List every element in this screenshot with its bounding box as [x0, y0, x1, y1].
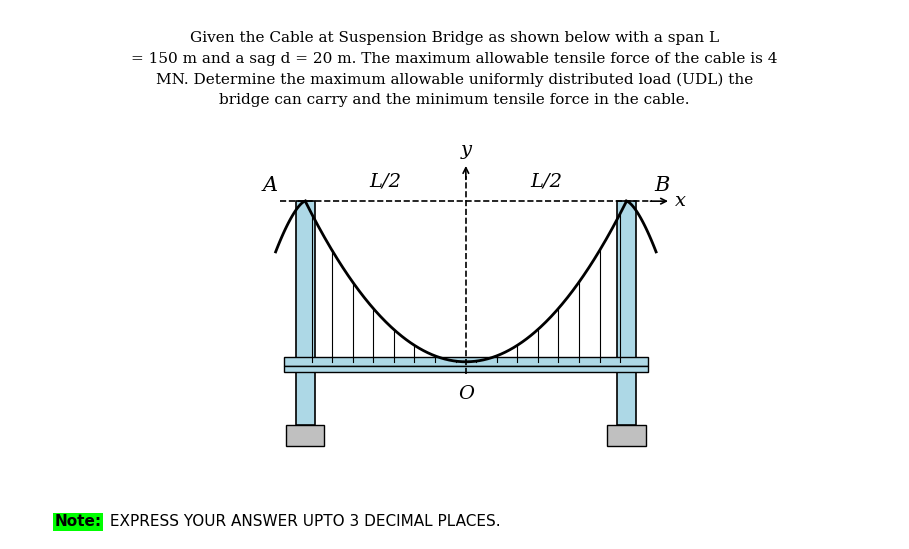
Text: x: x [675, 192, 686, 210]
Text: A: A [263, 176, 278, 195]
Text: O: O [458, 385, 474, 403]
Text: L/2: L/2 [370, 172, 402, 191]
Bar [617, 201, 636, 425]
Bar [285, 366, 647, 372]
Text: L/2: L/2 [530, 172, 562, 191]
Text: Given the Cable at Suspension Bridge as shown below with a span L
= 150 m and a : Given the Cable at Suspension Bridge as … [131, 31, 778, 108]
Bar [285, 357, 647, 366]
Bar [286, 425, 325, 446]
Text: EXPRESS YOUR ANSWER UPTO 3 DECIMAL PLACES.: EXPRESS YOUR ANSWER UPTO 3 DECIMAL PLACE… [105, 514, 500, 529]
Text: Note:: Note: [55, 514, 102, 529]
Bar [607, 425, 645, 446]
Bar [295, 201, 315, 425]
Text: y: y [460, 141, 472, 159]
Text: B: B [654, 176, 669, 195]
